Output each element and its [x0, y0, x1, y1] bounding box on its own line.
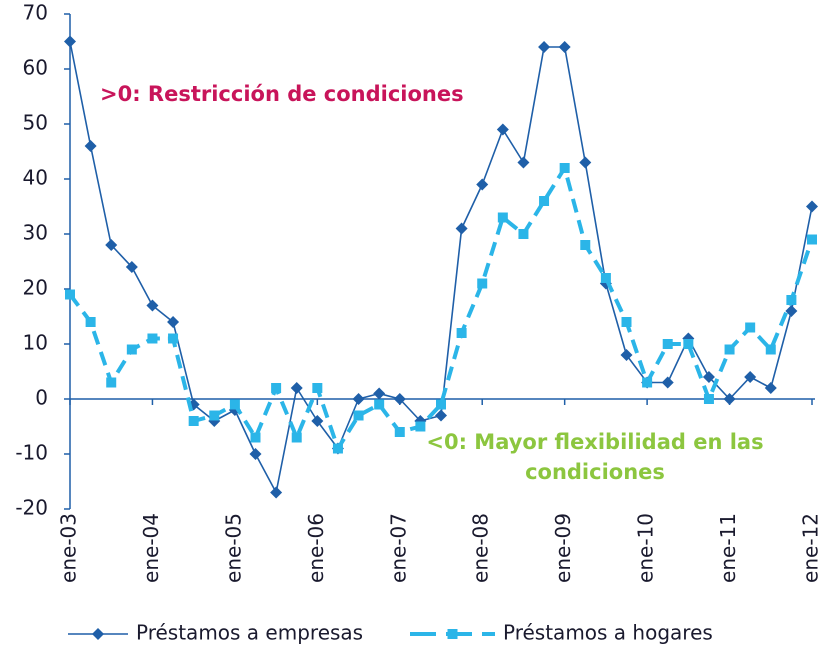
marker	[517, 156, 530, 169]
marker	[580, 240, 591, 250]
marker	[435, 409, 447, 422]
marker	[620, 349, 633, 361]
marker	[84, 140, 97, 152]
x-tick-label: ene-12	[799, 513, 823, 583]
marker	[724, 344, 735, 355]
marker	[702, 371, 715, 383]
y-tick-label: 0	[35, 386, 48, 410]
marker	[703, 394, 714, 404]
x-tick-label: ene-10	[634, 513, 658, 583]
marker	[105, 239, 118, 251]
marker	[270, 486, 283, 499]
y-tick-label: 20	[23, 276, 48, 300]
marker	[126, 344, 137, 355]
x-tick-label: ene-05	[221, 513, 245, 583]
marker	[249, 448, 262, 460]
marker	[209, 410, 220, 421]
marker	[311, 415, 324, 427]
annotation: condiciones	[525, 460, 665, 484]
marker	[539, 196, 550, 206]
marker	[147, 333, 158, 344]
marker	[745, 322, 756, 333]
marker	[167, 316, 180, 328]
marker	[642, 377, 653, 388]
marker	[125, 261, 138, 273]
marker	[785, 305, 798, 317]
marker	[518, 229, 529, 239]
marker	[64, 35, 76, 48]
marker	[456, 328, 467, 338]
y-tick-label: -20	[15, 496, 48, 520]
marker	[168, 333, 179, 344]
marker	[662, 339, 673, 349]
marker	[415, 421, 426, 432]
y-tick-label: 70	[23, 1, 48, 25]
line	[69, 41, 813, 494]
marker	[394, 427, 405, 437]
annotation: >0: Restricción de condiciones	[100, 82, 464, 106]
marker	[92, 628, 104, 640]
marker	[436, 399, 446, 410]
marker	[621, 317, 632, 327]
marker	[476, 178, 489, 191]
marker	[332, 443, 343, 454]
marker	[312, 383, 323, 393]
marker	[146, 299, 159, 312]
marker	[764, 382, 777, 394]
y-tick-label: 50	[23, 111, 48, 135]
legend-label: Préstamos a empresas	[136, 621, 363, 645]
marker	[447, 629, 458, 639]
marker	[229, 399, 240, 410]
marker	[600, 273, 611, 283]
marker	[477, 278, 488, 289]
marker	[744, 371, 757, 383]
marker	[579, 156, 592, 169]
marker	[558, 41, 571, 53]
y-tick-label: 40	[23, 166, 48, 190]
x-tick-label: ene-07	[386, 513, 410, 583]
series	[64, 35, 818, 499]
x-tick-label: ene-11	[716, 513, 740, 583]
marker	[497, 212, 508, 223]
marker	[271, 383, 282, 393]
y-tick-label: 30	[23, 221, 48, 245]
x-tick-label: ene-08	[469, 513, 493, 583]
legend-label: Préstamos a hogares	[503, 621, 713, 645]
marker	[353, 410, 364, 421]
marker	[723, 393, 736, 405]
marker	[538, 41, 551, 53]
marker	[373, 387, 386, 400]
marker	[807, 234, 817, 245]
marker	[352, 393, 365, 405]
x-tick-label: ene-09	[551, 513, 575, 583]
annotation: <0: Mayor flexibilidad en las	[426, 430, 763, 454]
y-tick-label: -10	[15, 441, 48, 465]
y-tick-label: 60	[23, 56, 48, 80]
x-tick-label: ene-03	[57, 513, 81, 583]
marker	[374, 399, 385, 410]
marker	[188, 416, 199, 426]
marker	[661, 376, 674, 389]
marker	[786, 295, 797, 305]
series	[65, 163, 817, 454]
marker	[290, 382, 303, 394]
marker	[683, 339, 694, 349]
marker	[106, 377, 117, 388]
marker	[85, 317, 96, 327]
marker	[496, 123, 509, 136]
y-tick-label: 10	[23, 331, 48, 355]
marker	[393, 393, 406, 405]
x-tick-label: ene-04	[139, 513, 163, 583]
marker	[291, 432, 302, 443]
marker	[765, 344, 776, 355]
marker	[65, 289, 75, 300]
marker	[455, 222, 468, 235]
x-tick-label: ene-06	[304, 513, 328, 583]
marker	[806, 200, 818, 213]
marker	[250, 432, 261, 443]
marker	[559, 163, 570, 173]
